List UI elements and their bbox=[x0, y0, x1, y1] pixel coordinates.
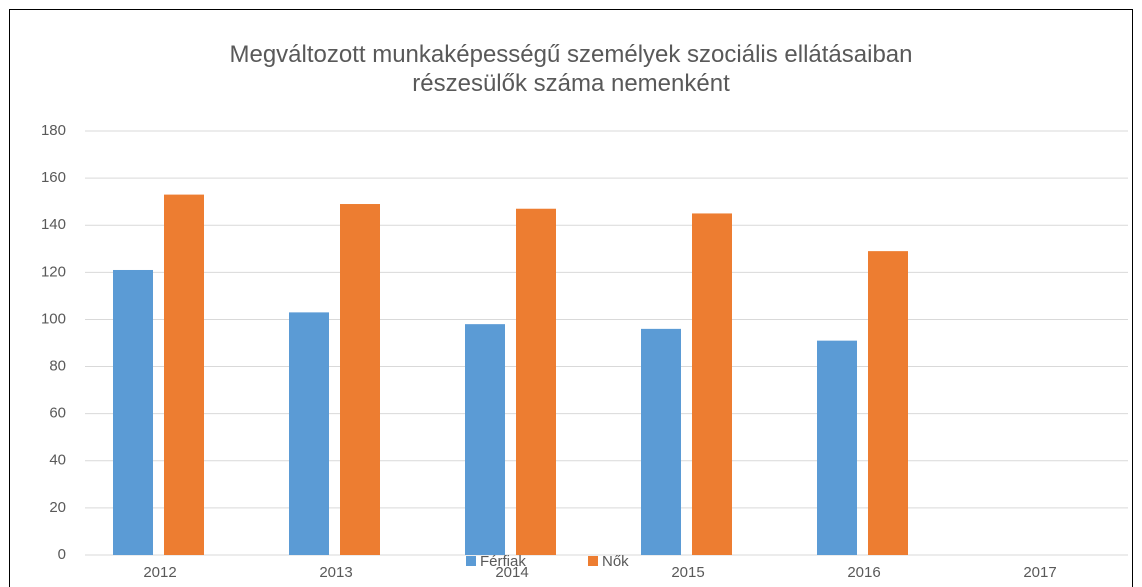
bar bbox=[641, 328, 681, 555]
legend-label: Nők bbox=[602, 553, 629, 570]
legend-label: Férfiak bbox=[480, 553, 526, 570]
bar bbox=[164, 194, 204, 555]
y-tick-label: 20 bbox=[49, 499, 66, 516]
y-tick-label: 80 bbox=[49, 358, 66, 375]
y-tick-label: 120 bbox=[41, 263, 66, 280]
bar bbox=[817, 340, 857, 555]
y-tick-label: 180 bbox=[41, 122, 66, 139]
bar bbox=[289, 312, 329, 555]
x-tick-label: 2015 bbox=[671, 564, 704, 581]
bar bbox=[868, 251, 908, 555]
x-tick-label: 2012 bbox=[143, 564, 176, 581]
bar bbox=[516, 208, 556, 555]
y-tick-label: 160 bbox=[41, 169, 66, 186]
x-tick-label: 2017 bbox=[1023, 564, 1056, 581]
y-tick-label: 40 bbox=[49, 452, 66, 469]
bar bbox=[692, 213, 732, 555]
bar bbox=[113, 269, 153, 555]
legend-swatch bbox=[588, 556, 598, 566]
y-tick-label: 100 bbox=[41, 310, 66, 327]
x-tick-label: 2014 bbox=[495, 564, 528, 581]
bar bbox=[340, 204, 380, 555]
chart-title: Megváltozott munkaképességű személyek sz… bbox=[229, 41, 913, 97]
x-tick-label: 2016 bbox=[847, 564, 880, 581]
x-tick-label: 2013 bbox=[319, 564, 352, 581]
y-tick-label: 0 bbox=[58, 546, 66, 563]
bar bbox=[465, 324, 505, 555]
y-tick-label: 60 bbox=[49, 405, 66, 422]
legend-swatch bbox=[466, 556, 476, 566]
y-tick-label: 140 bbox=[41, 216, 66, 233]
